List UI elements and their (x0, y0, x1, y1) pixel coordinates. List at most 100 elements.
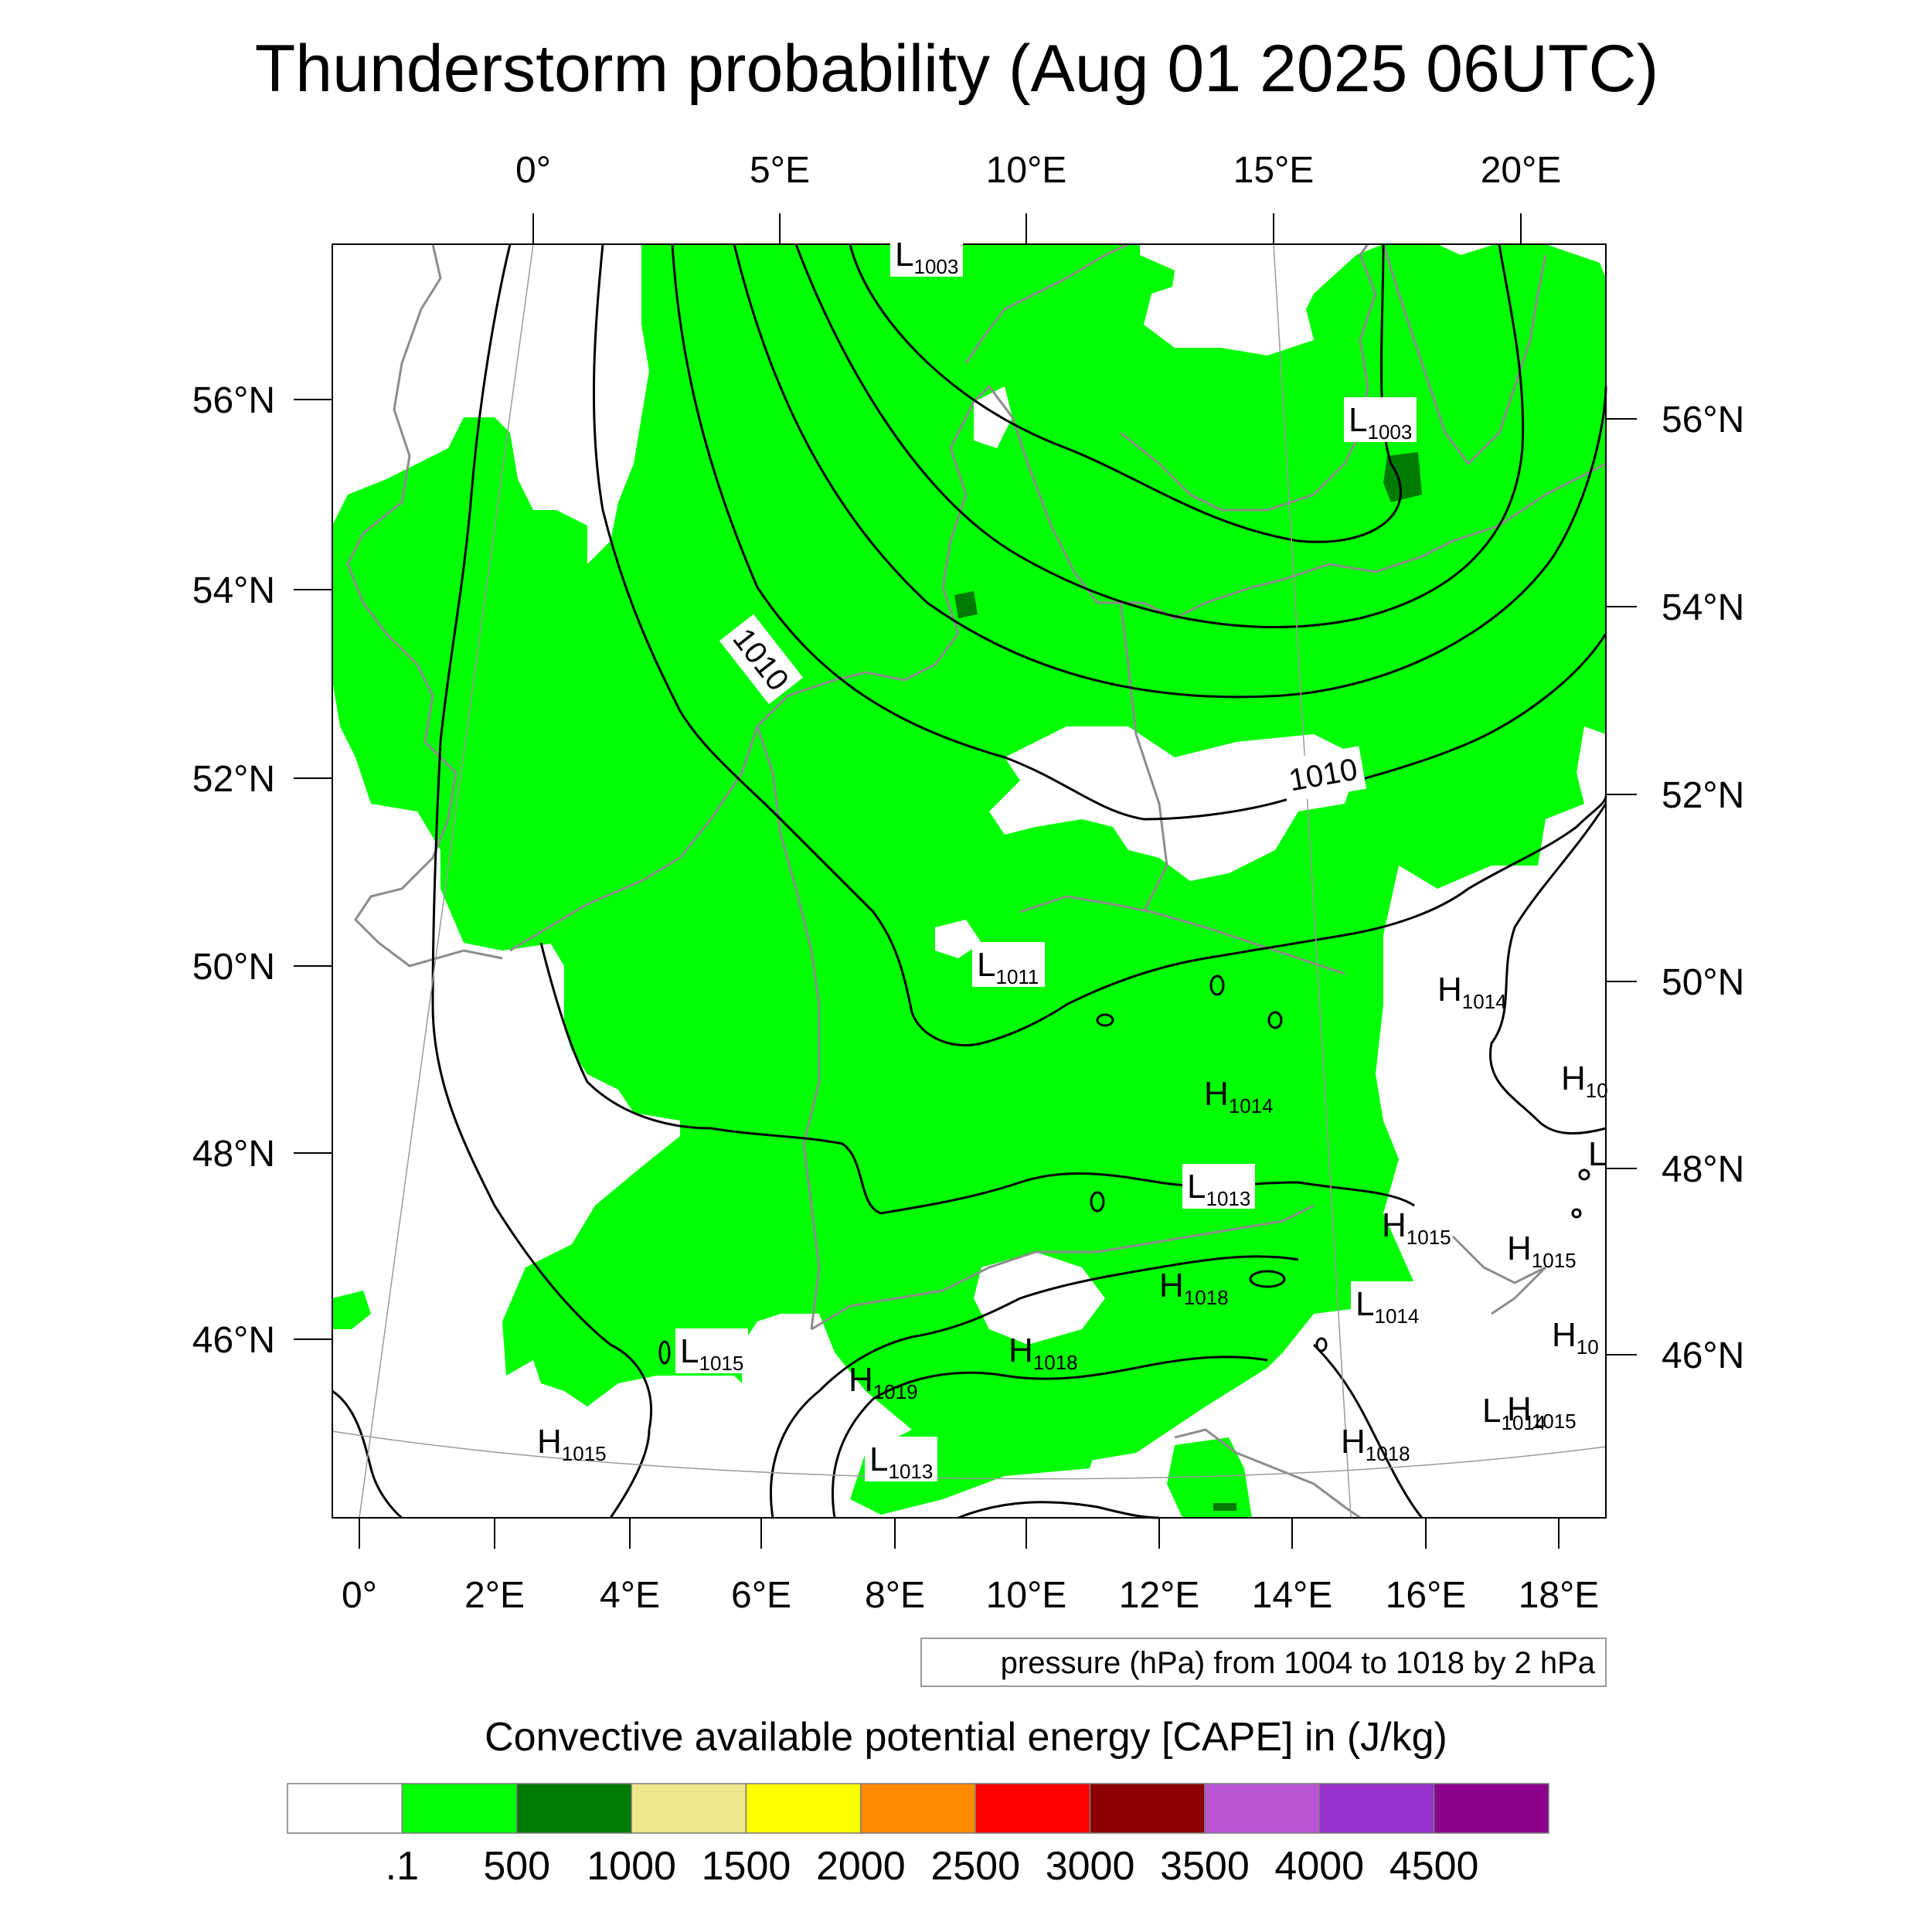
pressure-value: 1018 (1366, 1442, 1410, 1465)
lat-label-left: 54°N (192, 570, 275, 611)
pressure-marker: L1014 (1478, 1388, 1550, 1434)
border-germany-poland (1119, 602, 1168, 913)
contour-info-box: pressure (hPa) from 1004 to 1018 by 2 hP… (920, 1638, 1607, 1687)
pressure-marker-box (890, 232, 963, 277)
cape-dark-patches (954, 452, 1422, 1511)
lon-label-bottom: 6°E (731, 1575, 791, 1616)
meridian-0 (359, 243, 534, 1519)
pressure-value: 1014 (1229, 1094, 1274, 1117)
pressure-marker-box (1478, 1388, 1550, 1433)
pressure-value: 1014 (1501, 1411, 1546, 1434)
lon-label-bottom: 2°E (464, 1575, 525, 1616)
pressure-marker: L (1588, 1135, 1607, 1173)
colorbar-box (1318, 1783, 1435, 1834)
isobar-label-box (1279, 746, 1367, 803)
pressure-value: 1018 (1033, 1351, 1078, 1374)
contour-info-frame (920, 1638, 1607, 1687)
isobar-loop-4 (1249, 1270, 1286, 1288)
lat-label-left: 52°N (192, 759, 275, 800)
colorbar-label: 500 (483, 1844, 550, 1889)
lon-label-bottom: 4°E (600, 1575, 660, 1616)
contour-info-text: pressure (hPa) from 1004 to 1018 by 2 hP… (1001, 1646, 1596, 1680)
isobar-1016 (609, 1429, 651, 1519)
lon-label-bottom: 0° (342, 1575, 377, 1616)
coast-adriatic (1174, 1428, 1361, 1519)
pressure-value: 1014 (1374, 1304, 1419, 1328)
cape-area-britain (332, 417, 587, 951)
isobar-1012 (592, 243, 1607, 1047)
cape-gaps (935, 278, 1360, 1345)
gap-baltic (1144, 278, 1314, 355)
isobar-1018-alps (832, 1355, 1268, 1519)
isobar-loop-7 (658, 1340, 671, 1365)
pressure-value: 10 (1586, 1079, 1608, 1102)
pressure-value: 1014 (1462, 990, 1507, 1013)
isobar-1008 (733, 243, 1607, 699)
border-czech (1019, 895, 1345, 975)
pressure-marker: L1013 (865, 1437, 937, 1483)
colorbar-box (1433, 1783, 1549, 1834)
lat-label-right: 48°N (1662, 1149, 1744, 1190)
map-frame (332, 243, 1607, 1519)
pressure-value: 1011 (995, 965, 1039, 988)
pressure-value: 1013 (888, 1460, 933, 1483)
right-latitude-labels: 56°N 54°N 52°N 50°N 48°N 46°N (1662, 400, 1744, 1376)
lat-label-right: 54°N (1662, 587, 1744, 628)
dark-patch-adriatic (1213, 1503, 1236, 1511)
coast-gotland (1382, 243, 1547, 466)
cape-area-alps-south (850, 1406, 1097, 1515)
lat-label-left: 46°N (192, 1320, 275, 1361)
isobar-loop-9 (1571, 1208, 1582, 1219)
pressure-value: 1013 (1206, 1187, 1250, 1210)
pressure-value: 1018 (1184, 1286, 1229, 1309)
lon-label-top: 5°E (750, 150, 810, 191)
colorbar-box (1089, 1783, 1206, 1834)
map-title: Thunderstorm probability (Aug 01 2025 06… (255, 32, 1658, 106)
lon-label-top: 0° (515, 150, 551, 191)
isobar-1012-west (431, 243, 653, 1430)
coast-scandinavia (964, 243, 1129, 364)
isobar-loop-3 (1267, 1011, 1283, 1029)
gap-poland (989, 726, 1360, 881)
isobar-loop-2 (1209, 975, 1225, 996)
colorbar-box (860, 1783, 976, 1834)
cape-area-west-patch (332, 1291, 371, 1329)
isobar-labels: 1010 1010 (719, 614, 1367, 803)
lat-label-right: 52°N (1662, 775, 1744, 816)
colorbar-box (287, 1783, 403, 1834)
isobar-loop-8 (1578, 1168, 1590, 1181)
pressure-marker: L1014 (1351, 1281, 1423, 1328)
colorbar-box (631, 1783, 747, 1834)
lat-label-left: 48°N (192, 1134, 275, 1175)
high-pressure-label: H1019 (849, 1361, 918, 1403)
pressure-marker-box (1351, 1281, 1423, 1326)
colorbar-labels: .1 500 1000 1500 2000 2500 3000 3500 4000 4500 (386, 1844, 1479, 1889)
colorbar-label: 1000 (587, 1844, 676, 1889)
isobar-1010-a (671, 243, 1145, 821)
colorbar-label: 4000 (1274, 1844, 1364, 1889)
pressure-marker: L1003 (890, 232, 963, 278)
pressure-marker-box (1182, 1164, 1255, 1209)
lon-label-bottom: 14°E (1252, 1575, 1333, 1616)
lon-label-bottom: 16°E (1386, 1575, 1467, 1616)
map-ticks (294, 213, 1637, 1549)
lon-label-top: 15°E (1233, 150, 1315, 191)
high-pressure-label: H1015 (1507, 1230, 1577, 1272)
coast-continent (509, 384, 1607, 952)
pressure-marker: L1015 (675, 1328, 748, 1375)
meridian-15e (1273, 243, 1352, 1519)
top-longitude-labels: 0° 5°E 10°E 15°E 20°E (515, 150, 1561, 191)
pressure-value: 1019 (873, 1380, 918, 1403)
lat-label-right: 46°N (1662, 1335, 1744, 1376)
colorbar-box (401, 1783, 518, 1834)
colorbar-box (745, 1783, 862, 1834)
colorbar-box (515, 1783, 632, 1834)
colorbar: Convective available potential energy [C… (287, 1715, 1549, 1889)
colorbar-label: 2500 (930, 1844, 1020, 1889)
pressure-value: 1015 (699, 1352, 743, 1375)
lat-label-right: 56°N (1662, 400, 1744, 440)
lon-label-bottom: 18°E (1519, 1575, 1600, 1616)
